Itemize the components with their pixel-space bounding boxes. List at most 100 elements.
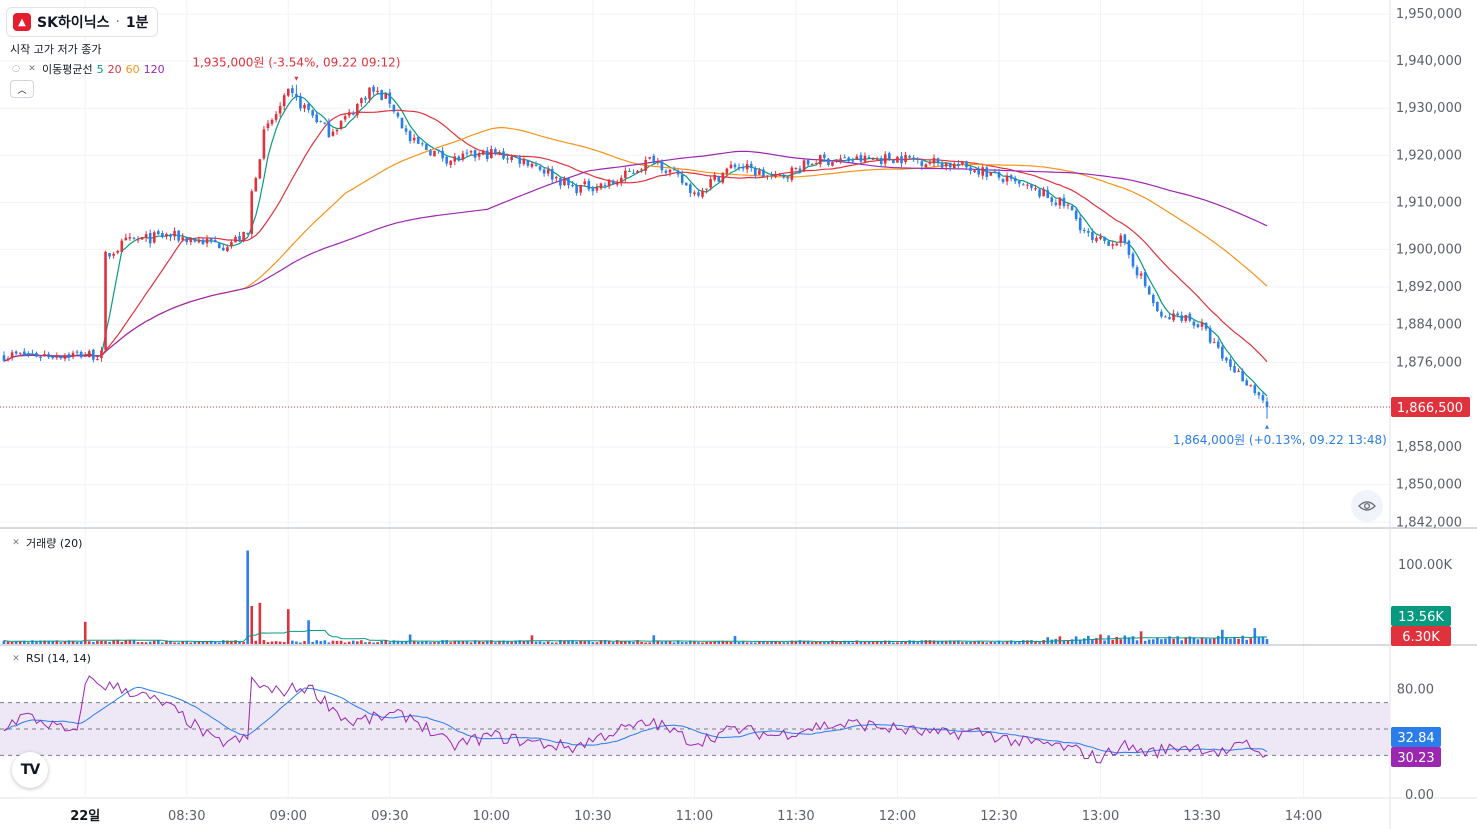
volume-bar xyxy=(1066,640,1070,644)
close-icon[interactable]: ✕ xyxy=(12,538,20,548)
volume-bar xyxy=(1172,638,1175,644)
candle-body xyxy=(1160,311,1163,317)
close-icon[interactable]: ✕ xyxy=(28,64,36,74)
volume-bar xyxy=(717,640,721,644)
volume-bar xyxy=(563,640,566,644)
volume-bar xyxy=(555,642,558,644)
volume-bar xyxy=(1046,637,1050,644)
volume-bar xyxy=(969,641,972,644)
candle-body xyxy=(1042,189,1045,197)
candle-body xyxy=(177,230,180,241)
candle-body xyxy=(1005,175,1009,182)
candle-body xyxy=(71,352,75,358)
candle-body xyxy=(1127,240,1131,255)
candle-body xyxy=(380,90,383,100)
collapse-legend-button[interactable]: ︿ xyxy=(10,80,34,98)
candle-body xyxy=(1233,366,1236,373)
volume-bar xyxy=(762,641,765,644)
volume-bar xyxy=(689,640,692,644)
rsi-ma-line xyxy=(3,686,1268,754)
high-marker-icon xyxy=(294,76,299,81)
candle-body xyxy=(1062,197,1066,206)
candle-body xyxy=(485,150,489,160)
candle-body xyxy=(453,156,457,162)
volume-bar xyxy=(51,641,55,644)
candle-body xyxy=(136,239,140,241)
candle-body xyxy=(770,175,773,177)
candle-body xyxy=(347,112,351,116)
volume-bar xyxy=(465,641,469,644)
rsi-band xyxy=(0,702,1390,756)
volume-bar xyxy=(1022,640,1025,644)
volume-bar xyxy=(449,642,453,644)
hide-icon[interactable]: ◌ xyxy=(12,64,20,74)
visibility-toggle-button[interactable] xyxy=(1351,490,1383,522)
volume-bar xyxy=(100,640,103,644)
candle-body xyxy=(871,158,875,160)
volume-bar xyxy=(697,642,700,644)
volume-bar xyxy=(152,640,156,644)
volume-bar xyxy=(664,640,668,644)
volume-bar xyxy=(888,640,891,644)
volume-bar xyxy=(611,642,615,644)
candle-body xyxy=(583,181,587,185)
time-axis-label: 09:30 xyxy=(371,809,408,824)
volume-bar xyxy=(932,640,936,644)
volume-bar xyxy=(1135,640,1139,644)
candle-body xyxy=(575,185,578,194)
candle-body xyxy=(412,137,416,141)
volume-bar xyxy=(23,640,26,644)
volume-bar xyxy=(1107,635,1110,644)
candle-body xyxy=(35,353,38,357)
volume-bar xyxy=(226,640,229,644)
volume-bar xyxy=(1131,636,1135,644)
volume-bar xyxy=(14,641,18,644)
candle-body xyxy=(1196,324,1200,328)
volume-bar xyxy=(1050,639,1054,644)
volume-bar xyxy=(47,640,50,644)
price-axis-label: 1,876,000 xyxy=(1396,355,1462,370)
time-axis-label: 14:00 xyxy=(1285,809,1322,824)
volume-bar xyxy=(278,641,282,644)
candle-body xyxy=(1001,178,1005,182)
volume-bar xyxy=(392,640,396,644)
time-axis-label: 22일 xyxy=(70,809,100,824)
candle-body xyxy=(307,103,310,110)
candle-body xyxy=(579,185,582,193)
volume-bar xyxy=(567,640,570,644)
volume-bar xyxy=(749,642,753,644)
rsi-line xyxy=(3,675,1268,764)
tradingview-logo-icon[interactable]: TV xyxy=(12,752,48,788)
volume-bar xyxy=(416,641,420,644)
symbol-header[interactable]: ▲ SK하이닉스 · 1분 xyxy=(6,7,158,37)
candle-body xyxy=(989,172,993,176)
candle-body xyxy=(356,104,359,116)
volume-bar xyxy=(189,642,193,644)
candle-body xyxy=(299,96,302,109)
volume-bar xyxy=(705,641,708,644)
candle-body xyxy=(55,356,59,358)
volume-bar xyxy=(441,640,444,644)
volume-bar xyxy=(262,640,266,644)
candle-body xyxy=(311,110,314,116)
candle-body xyxy=(940,163,944,168)
volume-bar xyxy=(948,640,952,644)
price-axis-label: 1,930,000 xyxy=(1396,101,1462,116)
volume-bar xyxy=(936,640,940,644)
candle-body xyxy=(128,237,132,239)
volume-bar xyxy=(270,641,274,644)
close-icon[interactable]: ✕ xyxy=(12,653,20,664)
candle-body xyxy=(1237,371,1240,373)
volume-bar xyxy=(453,641,457,644)
volume-bar xyxy=(1115,636,1119,644)
volume-bar xyxy=(246,550,249,644)
volume-bar xyxy=(636,640,639,644)
candle-body xyxy=(465,152,469,154)
candle-body xyxy=(839,158,842,161)
candle-body xyxy=(510,156,513,160)
price-axis-label: 1,950,000 xyxy=(1396,7,1462,22)
volume-bar xyxy=(1160,639,1163,644)
volume-bar xyxy=(758,641,761,644)
ma-legend: ◌ ✕ 이동평균선 5 20 60 120 xyxy=(10,61,165,77)
